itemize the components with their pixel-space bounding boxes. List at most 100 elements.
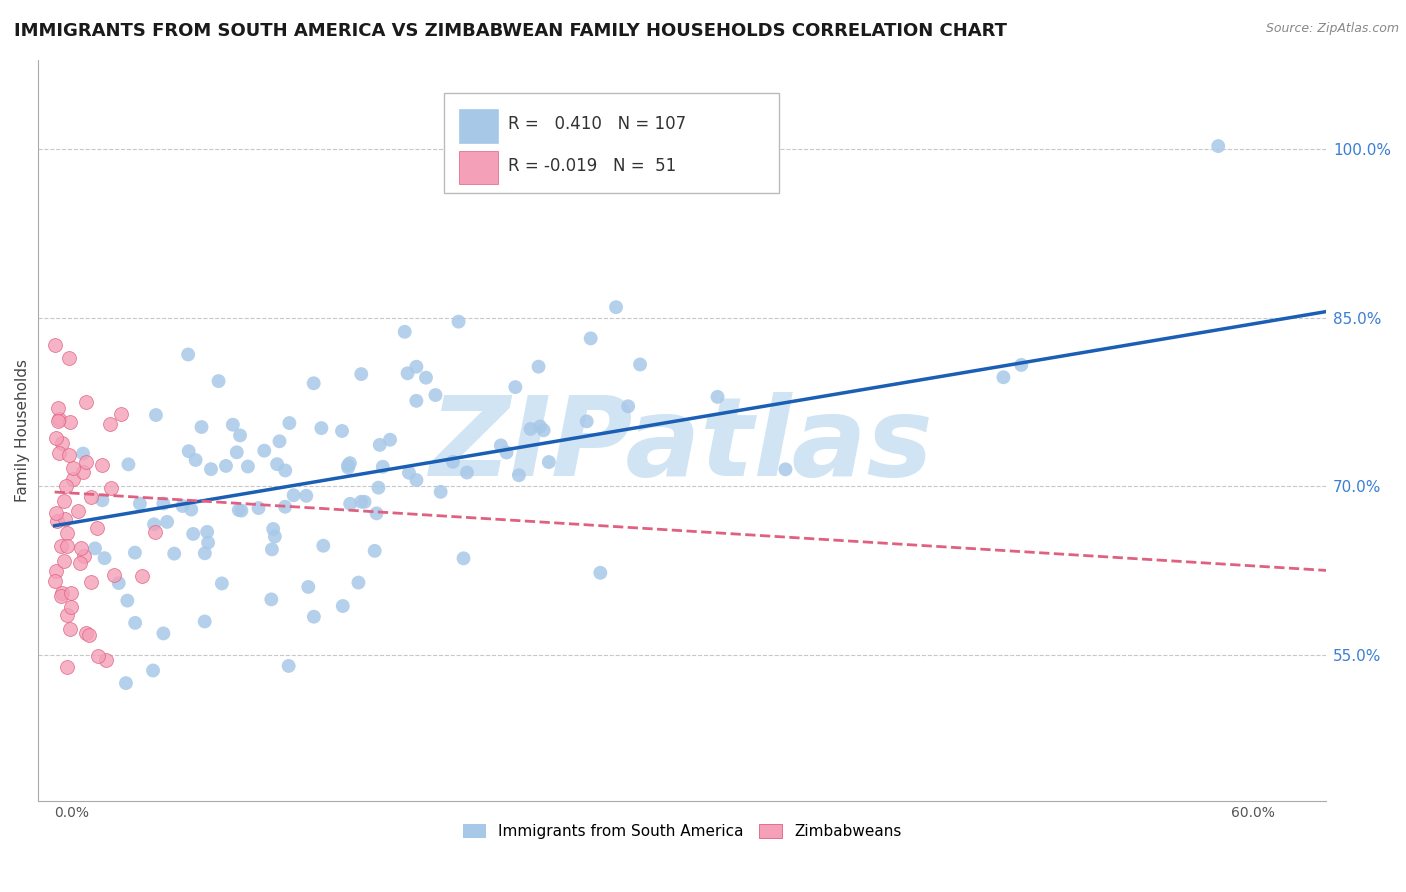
Point: [53, 494, 76, 508]
Point: [489, 438, 512, 452]
Point: [347, 575, 370, 590]
Point: [45, 564, 67, 578]
Point: [163, 547, 186, 561]
Point: [363, 544, 385, 558]
Point: [368, 438, 391, 452]
Point: [80, 575, 103, 590]
Point: [394, 325, 416, 339]
Point: [55, 660, 77, 674]
Point: [58, 351, 80, 366]
Point: [152, 496, 174, 510]
Point: [231, 503, 253, 517]
Point: [262, 522, 284, 536]
Point: [269, 434, 291, 449]
Point: [98, 417, 121, 432]
Point: [131, 569, 153, 583]
Point: [45, 431, 67, 445]
Point: [87, 648, 110, 663]
Point: [215, 458, 238, 473]
Point: [236, 459, 259, 474]
Point: [59, 600, 82, 615]
Point: [283, 488, 305, 502]
Point: [72, 465, 94, 479]
Point: [93, 551, 115, 566]
Point: [110, 408, 132, 422]
Point: [453, 551, 475, 566]
Point: [59, 622, 82, 636]
Point: [180, 502, 202, 516]
Point: [508, 468, 530, 483]
Point: [456, 466, 478, 480]
Text: 60.0%: 60.0%: [1232, 806, 1275, 821]
Text: 0.0%: 0.0%: [55, 806, 90, 821]
Point: [75, 626, 97, 640]
Point: [274, 463, 297, 477]
Y-axis label: Family Households: Family Households: [15, 359, 30, 501]
Point: [260, 592, 283, 607]
Text: IMMIGRANTS FROM SOUTH AMERICA VS ZIMBABWEAN FAMILY HOUSEHOLDS CORRELATION CHART: IMMIGRANTS FROM SOUTH AMERICA VS ZIMBABW…: [14, 22, 1007, 40]
Point: [229, 428, 252, 442]
Point: [1206, 139, 1229, 153]
Point: [505, 380, 527, 394]
Point: [91, 458, 114, 472]
Point: [75, 395, 97, 409]
Point: [59, 415, 82, 429]
Point: [398, 466, 420, 480]
Point: [378, 433, 401, 447]
Point: [56, 525, 79, 540]
Point: [200, 462, 222, 476]
Point: [128, 497, 150, 511]
Point: [529, 419, 551, 434]
Point: [56, 539, 79, 553]
Point: [1010, 358, 1032, 372]
Point: [353, 495, 375, 509]
Point: [79, 628, 101, 642]
Point: [73, 549, 96, 563]
Point: [142, 664, 165, 678]
Point: [62, 472, 84, 486]
Point: [605, 300, 627, 314]
Point: [91, 493, 114, 508]
Point: [225, 445, 247, 459]
Point: [263, 529, 285, 543]
Point: [124, 546, 146, 560]
Point: [156, 515, 179, 529]
Point: [589, 566, 612, 580]
Point: [330, 424, 353, 438]
Point: [350, 367, 373, 381]
Point: [260, 542, 283, 557]
Point: [117, 593, 139, 607]
Point: [177, 444, 200, 458]
Point: [44, 574, 66, 588]
Point: [62, 461, 84, 475]
Point: [527, 359, 550, 374]
Point: [495, 445, 517, 459]
Point: [84, 541, 107, 556]
Point: [48, 412, 70, 426]
Point: [337, 460, 360, 475]
Point: [194, 546, 217, 560]
Point: [107, 576, 129, 591]
Point: [103, 567, 125, 582]
Point: [94, 652, 117, 666]
Point: [337, 458, 360, 473]
Point: [45, 514, 67, 528]
Point: [247, 501, 270, 516]
Point: [46, 401, 69, 415]
Point: [69, 556, 91, 570]
Point: [537, 455, 560, 469]
Point: [172, 499, 194, 513]
Point: [52, 554, 75, 568]
Point: [177, 347, 200, 361]
Point: [405, 359, 427, 374]
Point: [366, 506, 388, 520]
Point: [519, 422, 541, 436]
Text: Source: ZipAtlas.com: Source: ZipAtlas.com: [1265, 22, 1399, 36]
Point: [49, 590, 72, 604]
Point: [277, 659, 299, 673]
Point: [60, 586, 83, 600]
Text: ZIPatlas: ZIPatlas: [430, 392, 934, 499]
Point: [775, 462, 797, 476]
Point: [145, 408, 167, 422]
Point: [579, 331, 602, 345]
